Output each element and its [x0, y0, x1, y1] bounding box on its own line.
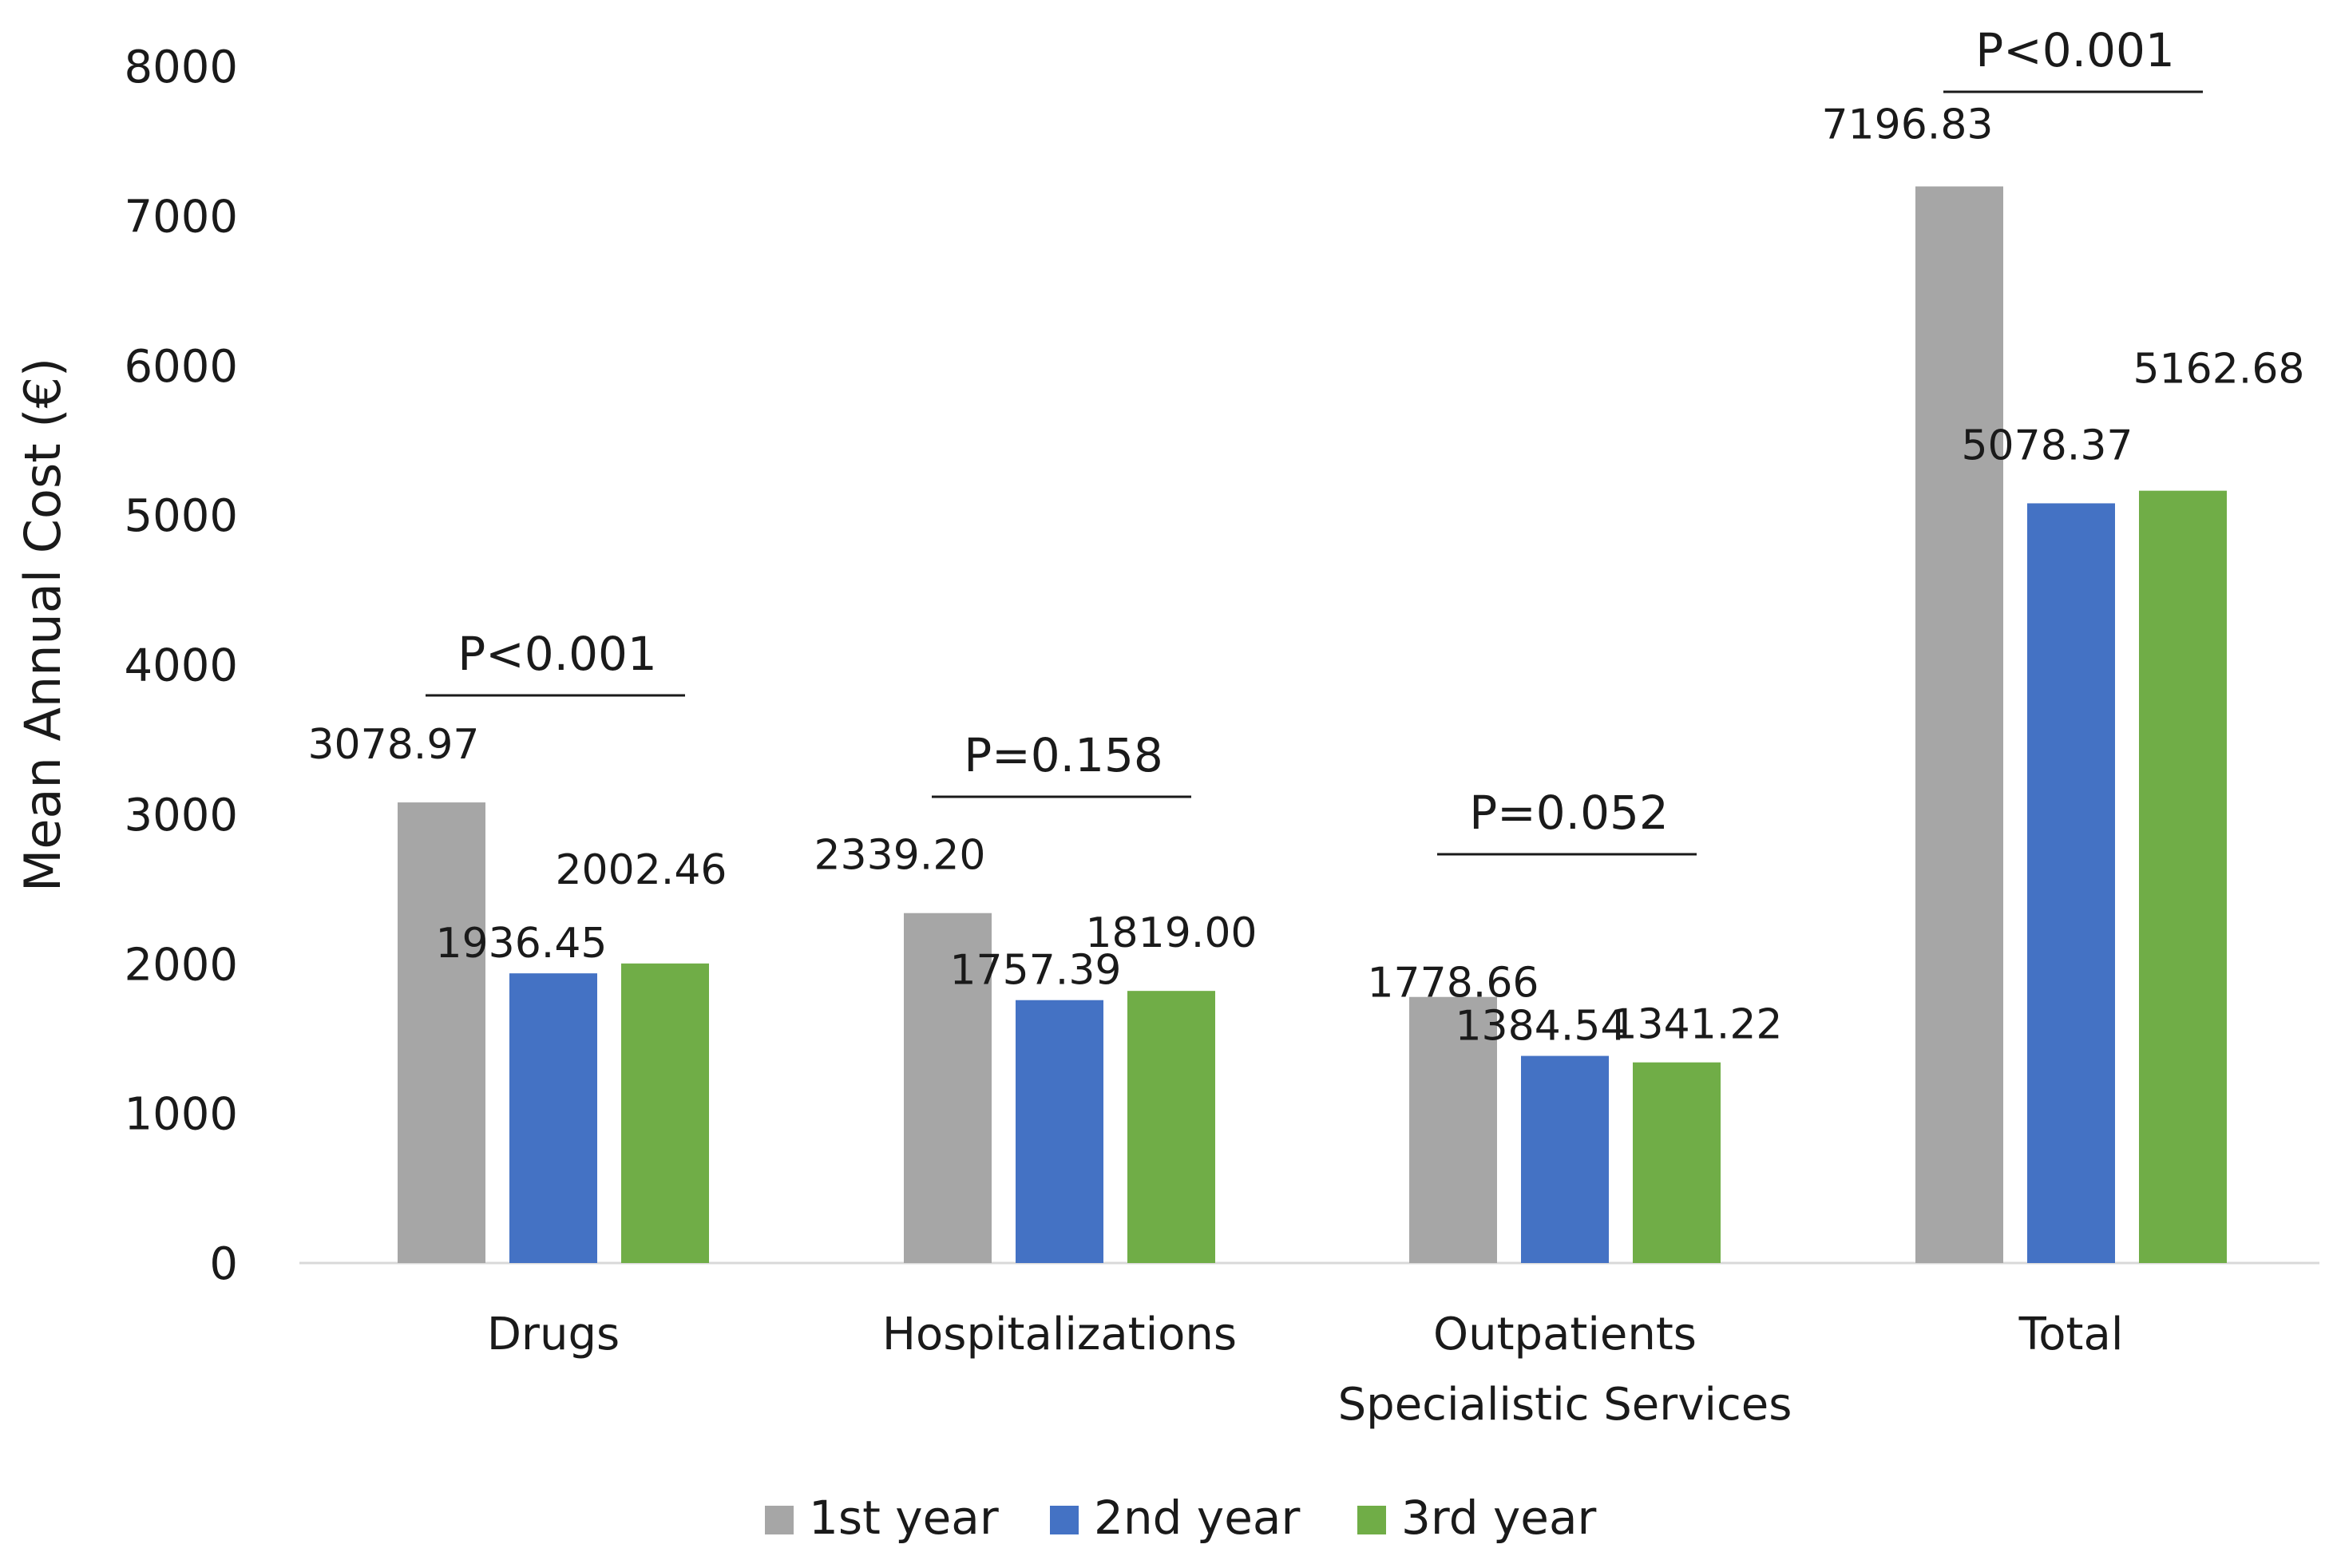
y-tick-label: 4000: [124, 640, 238, 692]
data-label: 1936.45: [435, 920, 607, 968]
bar: [1127, 991, 1215, 1263]
p-value-annotations: P<0.001 P=0.158 P=0.052 P<0.001: [426, 23, 2203, 856]
y-tick-label: 0: [209, 1238, 238, 1290]
y-tick-label: 6000: [124, 341, 238, 393]
bar: [509, 973, 597, 1263]
y-tick-label: 7000: [124, 191, 238, 243]
bar: [1915, 186, 2003, 1263]
data-label: 1757.39: [949, 947, 1121, 995]
legend-label: 3rd year: [1401, 1491, 1597, 1545]
p-value-label: P=0.052: [1469, 786, 1669, 840]
y-tick-label: 8000: [124, 42, 238, 93]
y-tick-label: 1000: [124, 1089, 238, 1141]
category-label: Total: [2018, 1309, 2124, 1360]
legend-label: 1st year: [809, 1491, 999, 1545]
data-label: 1341.22: [1610, 1001, 1782, 1049]
category-label: Hospitalizations: [882, 1309, 1237, 1360]
data-label: 5078.37: [1961, 422, 2133, 469]
y-tick-label: 5000: [124, 490, 238, 542]
value-labels-group: 3078.97 2339.20 1778.66 7196.83 1936.45 1757.…: [307, 101, 2304, 1050]
legend-swatch: [765, 1506, 794, 1534]
bar: [2027, 503, 2115, 1263]
category-label: Specialistic Services: [1338, 1379, 1792, 1431]
legend: 1st year 2nd year 3rd year: [765, 1491, 1597, 1545]
category-labels: Drugs Hospitalizations Outpatients Speciali…: [487, 1309, 2124, 1431]
bar: [1409, 996, 1497, 1263]
bar: [904, 913, 992, 1263]
bars-group: [398, 186, 2227, 1263]
category-label: Drugs: [487, 1309, 620, 1360]
data-label: 7196.83: [1821, 101, 1993, 148]
data-label: 2339.20: [814, 832, 985, 880]
bar: [2139, 490, 2227, 1263]
data-label: 2002.46: [555, 846, 727, 894]
bar: [1521, 1055, 1609, 1263]
y-tick-label: 2000: [124, 939, 238, 991]
p-value-label: P=0.158: [964, 728, 1163, 782]
category-label: Outpatients: [1433, 1309, 1697, 1360]
legend-swatch: [1050, 1506, 1079, 1534]
bar: [621, 963, 709, 1263]
p-value-label: P<0.001: [457, 627, 657, 681]
data-label: 1384.54: [1455, 1003, 1626, 1051]
legend-swatch: [1357, 1506, 1386, 1534]
p-value-label: P<0.001: [1975, 23, 2175, 77]
y-tick-label: 3000: [124, 790, 238, 841]
legend-label: 2nd year: [1094, 1491, 1300, 1545]
data-label: 1778.66: [1367, 960, 1539, 1008]
bar: [398, 802, 485, 1263]
data-label: 3078.97: [307, 721, 479, 769]
data-label: 1819.00: [1085, 909, 1257, 957]
bar: [1016, 1000, 1103, 1263]
y-axis-title: Mean Annual Cost (€): [14, 358, 72, 892]
y-axis-ticks: 0 1000 2000 3000 4000 5000 6000 7000 8000: [124, 42, 238, 1290]
data-label: 5162.68: [2133, 346, 2304, 394]
bar: [1633, 1062, 1721, 1263]
